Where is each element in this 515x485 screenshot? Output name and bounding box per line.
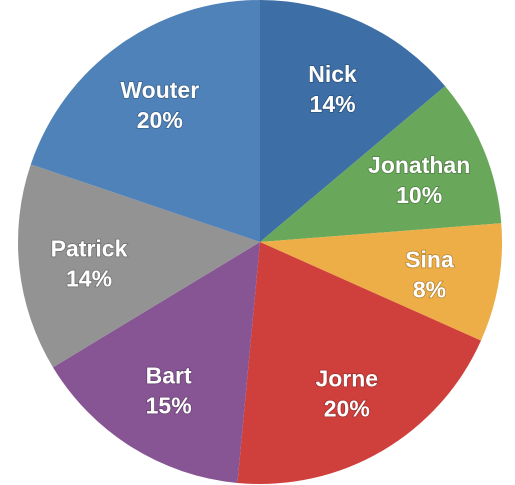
pie-slice-bart xyxy=(52,242,260,483)
slice-label-jorne: Jorne xyxy=(315,366,378,392)
slice-value-label-bart: 15% xyxy=(146,393,192,419)
slice-value-label-sina: 8% xyxy=(413,276,446,302)
slice-value-label-wouter: 20% xyxy=(137,107,183,133)
labels-layer: Nick 14% Jonathan 10% Sina 8% Jorne 20% Bart 15% P… xyxy=(50,60,471,422)
slice-value-label-nick: 14% xyxy=(310,91,356,117)
slice-value-label-jonathan: 10% xyxy=(396,182,442,208)
slice-label-wouter: Wouter xyxy=(120,77,199,103)
slice-label-bart: Bart xyxy=(146,363,192,389)
pie-slice-wouter xyxy=(30,0,261,242)
slice-value-label-patrick: 14% xyxy=(66,266,112,292)
slice-label-sina: Sina xyxy=(405,246,454,272)
pie-slice-patrick xyxy=(17,164,261,368)
slice-label-nick: Nick xyxy=(308,61,357,87)
pie-slice-jorne xyxy=(237,242,481,484)
pie-slice-jonathan xyxy=(260,86,502,243)
slice-value-label-jorne: 20% xyxy=(324,396,370,422)
slice-label-patrick: Patrick xyxy=(51,236,128,262)
slice-label-jonathan: Jonathan xyxy=(368,152,470,178)
pie-slice-sina xyxy=(260,223,502,341)
slices-layer xyxy=(17,0,502,484)
pie-slice-nick xyxy=(260,0,446,242)
